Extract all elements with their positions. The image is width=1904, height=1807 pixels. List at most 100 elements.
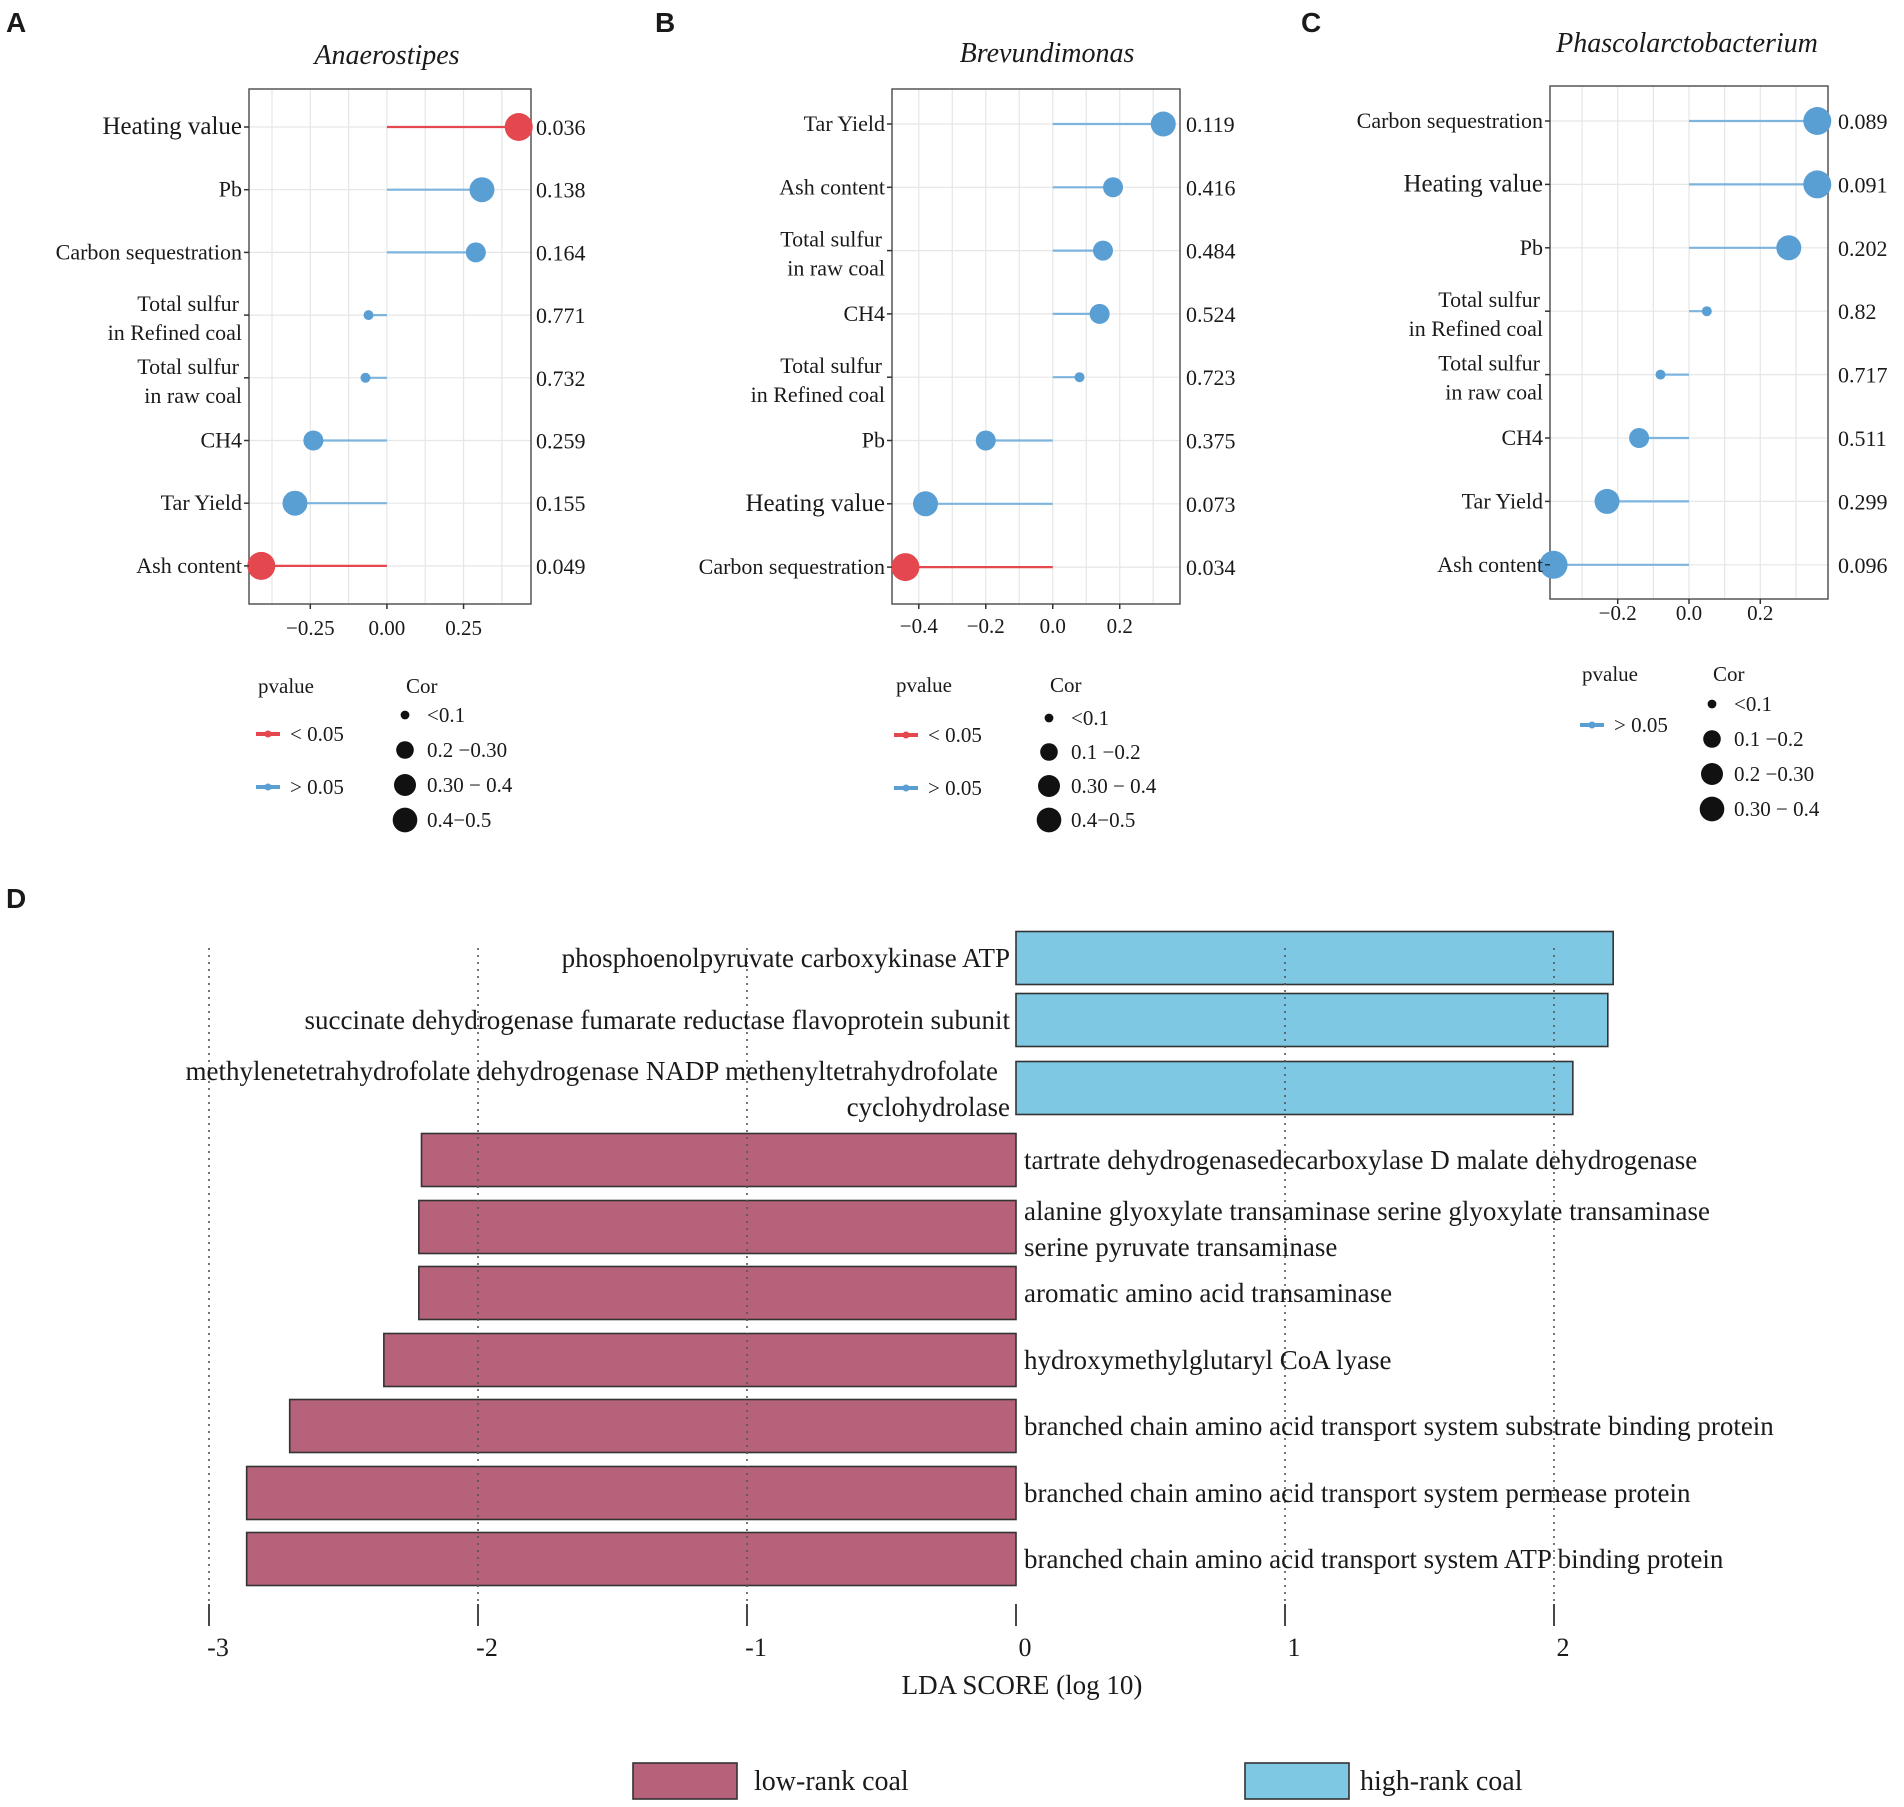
lollipop-point <box>1655 369 1666 380</box>
pvalue-label: 0.164 <box>536 240 586 265</box>
row-label: in raw coal <box>787 256 885 281</box>
legend-label: low-rank coal <box>754 1766 909 1797</box>
bar-label: succinate dehydrogenase fumarate reducta… <box>305 1005 1011 1035</box>
row-label: in Refined coal <box>751 382 885 407</box>
row-label: Pb <box>219 177 242 202</box>
pvalue-label: 0.723 <box>1186 365 1236 390</box>
legend-label-cor: 0.1 −0.2 <box>1071 740 1141 764</box>
row-label: Ash content <box>779 174 885 199</box>
legend-label-pvalue: < 0.05 <box>290 722 344 746</box>
panel-label: A <box>6 7 26 38</box>
legend-key-size <box>1040 743 1058 761</box>
pvalue-label: 0.155 <box>536 491 586 516</box>
pvalue-label: 0.138 <box>536 178 586 203</box>
bar-label: cyclohydrolase <box>847 1092 1010 1122</box>
legend-key-dot <box>264 783 272 791</box>
row-label: Total sulfur <box>780 353 882 378</box>
legend-key-size <box>394 774 416 796</box>
x-tick-label: 0.2 <box>1747 601 1773 625</box>
row-label: Total sulfur <box>137 291 239 316</box>
x-tick-label: 1 <box>1288 1633 1301 1662</box>
row-label: Total sulfur <box>780 227 882 252</box>
pvalue-label: 0.771 <box>536 303 586 328</box>
legend-key-size <box>396 741 414 759</box>
legend-key-size <box>1707 699 1717 709</box>
row-label: Heating value <box>1403 170 1543 197</box>
bar-label: branched chain amino acid transport syst… <box>1024 1544 1724 1574</box>
legend-label-cor: <0.1 <box>427 703 465 727</box>
panel-a: A Anaerostipes Heating value 0.036 Pb 0.138 Ca… <box>6 7 586 833</box>
lda-bar <box>288 1398 1017 1454</box>
x-axis-label: LDA SCORE (log 10) <box>902 1670 1143 1700</box>
row-label: CH4 <box>843 301 885 326</box>
lda-bar <box>383 1332 1017 1388</box>
pvalue-label: 0.299 <box>1838 489 1888 514</box>
row-label: Carbon sequestration <box>1357 108 1543 133</box>
bar-label: branched chain amino acid transport syst… <box>1024 1478 1691 1508</box>
plot-frame <box>248 88 532 605</box>
row-label: Carbon sequestration <box>56 239 242 264</box>
x-tick-label: −0.2 <box>1599 601 1637 625</box>
bar-label: alanine glyoxylate transaminase serine g… <box>1024 1196 1710 1226</box>
legend-title-cor: Cor <box>1713 662 1745 686</box>
x-tick-label: 0 <box>1019 1633 1032 1662</box>
row-label: Tar Yield <box>1462 488 1543 513</box>
row-label: Ash content <box>136 553 242 578</box>
lollipop-point <box>1092 240 1113 261</box>
lollipop-point <box>912 491 938 517</box>
lollipop-point <box>465 242 486 263</box>
pvalue-label: 0.036 <box>536 115 586 140</box>
pvalue-label: 0.82 <box>1838 299 1877 324</box>
lollipop-point <box>891 553 920 582</box>
pvalue-label: 0.073 <box>1186 492 1236 517</box>
pvalue-label: 0.511 <box>1838 426 1887 451</box>
pvalue-label: 0.091 <box>1838 172 1888 197</box>
lollipop-point <box>1089 303 1110 324</box>
row-label: Heating value <box>102 113 242 140</box>
lollipop-point <box>1594 488 1620 514</box>
panel-b: B Brevundimonas Tar Yield 0.119 Ash content 0… <box>655 7 1236 833</box>
x-tick-label: 2 <box>1557 1633 1570 1662</box>
pvalue-label: 0.524 <box>1186 302 1236 327</box>
legend-label-cor: 0.2 −0.30 <box>427 738 507 762</box>
legend-key-dot <box>264 730 272 738</box>
legend-key-dot <box>902 784 910 792</box>
x-tick-label: −0.4 <box>900 614 939 638</box>
panel-label: B <box>655 7 675 38</box>
lda-bar <box>1015 992 1609 1048</box>
row-label: Tar Yield <box>161 490 242 515</box>
x-tick-label: -2 <box>476 1633 498 1662</box>
lda-bar <box>418 1199 1017 1255</box>
lollipop-point <box>469 177 495 203</box>
panel-c: C Phascolarctobacterium Carbon sequestrati… <box>1301 7 1888 822</box>
x-tick-label: -3 <box>207 1633 229 1662</box>
legend-label-pvalue: > 0.05 <box>1614 713 1668 737</box>
legend-label-cor: 0.1 −0.2 <box>1734 727 1804 751</box>
legend-swatch <box>632 1762 738 1800</box>
row-label: in Refined coal <box>108 320 242 345</box>
row-label: Total sulfur <box>1438 351 1540 376</box>
row-label: Heating value <box>745 490 885 517</box>
bar-label: hydroxymethylglutaryl CoA lyase <box>1024 1345 1391 1375</box>
lda-bar <box>420 1132 1017 1188</box>
pvalue-label: 0.202 <box>1838 236 1888 261</box>
row-label: Total sulfur <box>1438 287 1540 312</box>
chart-title: Brevundimonas <box>960 38 1135 69</box>
legend-label-cor: <0.1 <box>1734 692 1772 716</box>
lollipop-point <box>1539 550 1568 579</box>
lda-bar <box>418 1265 1017 1321</box>
row-label: Pb <box>1520 235 1543 260</box>
x-tick-label: 0.00 <box>369 616 406 640</box>
bar-label: methylenetetrahydrofolate dehydrogenase … <box>186 1056 998 1086</box>
lollipop-point <box>1103 177 1124 198</box>
legend-key-dot <box>902 731 910 739</box>
legend-label-cor: 0.30 − 0.4 <box>1071 774 1157 798</box>
lda-bar <box>245 1465 1017 1521</box>
row-label: in raw coal <box>1445 380 1543 405</box>
lollipop-point <box>1803 170 1832 199</box>
legend-title-cor: Cor <box>1050 673 1082 697</box>
legend-label-cor: 0.30 − 0.4 <box>427 773 513 797</box>
legend-label-pvalue: > 0.05 <box>928 776 982 800</box>
